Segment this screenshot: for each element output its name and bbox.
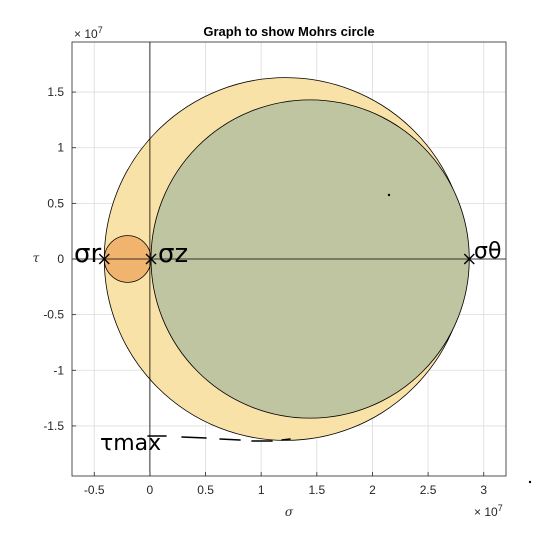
y-tick-label-1: -1 (53, 363, 64, 377)
x-exponent-base: × 10 (474, 505, 498, 519)
point-label-sigma-r: σr (74, 239, 101, 269)
x-exponent-label: × 107 (474, 503, 503, 519)
axis-lines (72, 42, 506, 476)
chart-title: Graph to show Mohrs circle (203, 24, 374, 39)
y-tick-labels: -1.5 -1 -0.5 0 0.5 1 1.5 (43, 85, 76, 433)
x-tick-label-0: -0.5 (84, 483, 105, 497)
x-tick-label-1: 0 (147, 483, 154, 497)
y-tick-label-5: 1 (57, 141, 64, 155)
y-axis-label: τ (33, 251, 40, 265)
x-tick-label-6: 2.5 (420, 483, 437, 497)
stray-mark-dot-2 (528, 480, 532, 484)
x-tick-label-5: 2 (369, 483, 376, 497)
x-tick-labels: -0.5 0 0.5 1 1.5 2 2.5 3 (84, 472, 487, 497)
tau-max-dashed-line (147, 435, 291, 442)
x-axis-label: σ (285, 505, 294, 519)
x-exponent-power: 7 (498, 503, 503, 513)
stray-mark-dot (387, 193, 391, 197)
point-label-sigma-theta: σθ (474, 239, 501, 264)
y-tick-label-2: -0.5 (43, 308, 64, 322)
y-exponent-base: × 10 (74, 27, 98, 41)
point-marker-0 (98, 253, 110, 265)
point-label-sigma-z: σz (158, 239, 188, 269)
y-tick-label-6: 1.5 (47, 85, 64, 99)
y-tick-label-4: 0.5 (47, 196, 64, 210)
y-tick-label-0: -1.5 (43, 419, 64, 433)
y-tick-label-3: 0 (57, 252, 64, 266)
point-marker-2 (463, 253, 475, 265)
point-marker-1 (145, 253, 157, 265)
x-tick-label-2: 0.5 (197, 483, 214, 497)
y-exponent-label: × 107 (74, 25, 103, 41)
x-tick-label-4: 1.5 (308, 483, 325, 497)
x-tick-label-7: 3 (480, 483, 487, 497)
y-exponent-power: 7 (98, 25, 103, 35)
handwritten-annotations: σr σz σθ τmax (74, 193, 532, 484)
stress-points (98, 253, 475, 265)
tau-max-label: τmax (100, 431, 161, 456)
x-tick-label-3: 1 (258, 483, 265, 497)
